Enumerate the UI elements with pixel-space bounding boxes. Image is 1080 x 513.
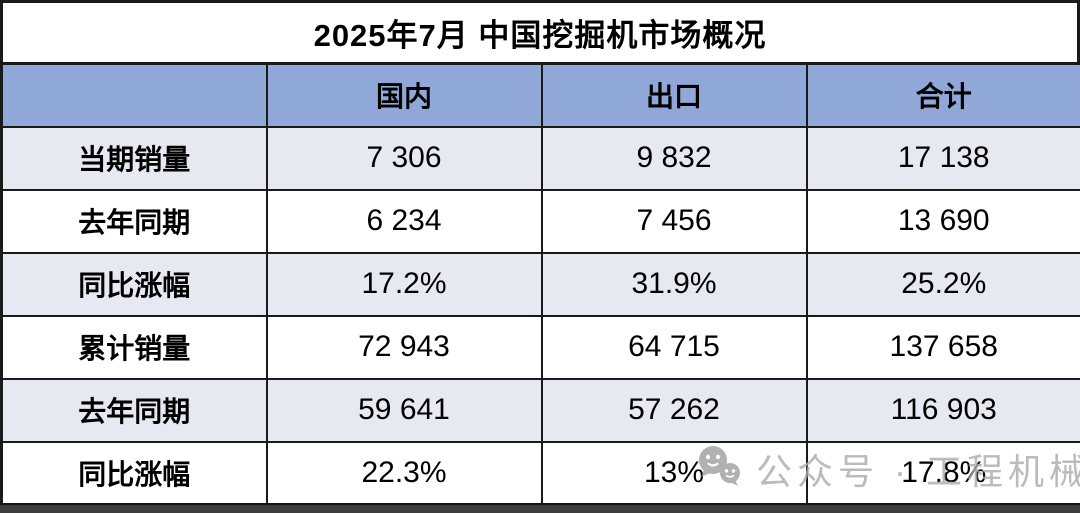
table-cell: 72 943 [265, 314, 543, 380]
column-header-blank [0, 62, 268, 128]
table-cell: 7 456 [540, 188, 808, 254]
table-cell: 13% [540, 440, 808, 506]
table-cell: 116 903 [805, 377, 1080, 443]
table-title-bar: 2025年7月 中国挖掘机市场概况 [0, 0, 1080, 62]
table-cell: 137 658 [805, 314, 1080, 380]
row-label: 同比涨幅 [0, 251, 268, 317]
table-row: 累计销量 72 943 64 715 137 658 [0, 314, 1080, 380]
table-cell: 13 690 [805, 188, 1080, 254]
table-cell: 7 306 [265, 125, 543, 191]
row-label: 同比涨幅 [0, 440, 268, 506]
row-label: 去年同期 [0, 377, 268, 443]
table-cell: 17.2% [265, 251, 543, 317]
column-header-total: 合计 [805, 62, 1080, 128]
table-row: 去年同期 59 641 57 262 116 903 [0, 377, 1080, 443]
column-header-domestic: 国内 [265, 62, 543, 128]
table-cell: 59 641 [265, 377, 543, 443]
row-label: 当期销量 [0, 125, 268, 191]
table-cell: 17.8% [805, 440, 1080, 506]
market-table: 国内 出口 合计 当期销量 7 306 9 832 17 138 去年同期 6 … [0, 62, 1080, 506]
table-row: 同比涨幅 17.2% 31.9% 25.2% [0, 251, 1080, 317]
table-cell: 22.3% [265, 440, 543, 506]
table-row: 同比涨幅 22.3% 13% 17.8% [0, 440, 1080, 506]
table-cell: 31.9% [540, 251, 808, 317]
row-label: 去年同期 [0, 188, 268, 254]
table-cell: 6 234 [265, 188, 543, 254]
table-cell: 25.2% [805, 251, 1080, 317]
column-header-export: 出口 [540, 62, 808, 128]
row-label: 累计销量 [0, 314, 268, 380]
table-header-row: 国内 出口 合计 [0, 62, 1080, 128]
table-title: 2025年7月 中国挖掘机市场概况 [313, 18, 767, 53]
table-cell: 9 832 [540, 125, 808, 191]
bottom-edge-strip [0, 503, 1080, 513]
table-row: 当期销量 7 306 9 832 17 138 [0, 125, 1080, 191]
table-cell: 17 138 [805, 125, 1080, 191]
table-cell: 57 262 [540, 377, 808, 443]
table-row: 去年同期 6 234 7 456 13 690 [0, 188, 1080, 254]
table-cell: 64 715 [540, 314, 808, 380]
